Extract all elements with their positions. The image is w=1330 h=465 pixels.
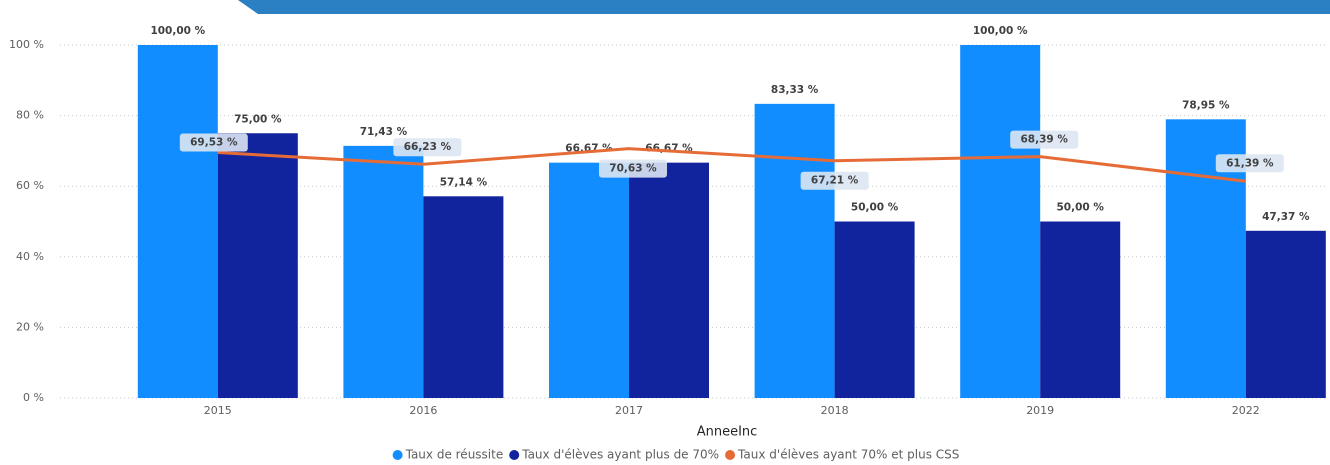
x-tick-label: 2019 <box>1026 404 1054 417</box>
y-tick-label: 60 % <box>16 179 44 192</box>
bar <box>629 162 709 398</box>
data-label: 67,21 % <box>811 175 859 187</box>
data-label: 83,33 % <box>771 84 819 96</box>
y-tick-label: 20 % <box>16 320 44 333</box>
legend-label: Taux d'élèves ayant plus de 70% <box>521 448 719 462</box>
legend: Taux de réussite Taux d'élèves ayant plus… <box>392 448 959 462</box>
bar <box>834 221 915 398</box>
legend-swatch <box>725 450 736 460</box>
data-label: 66,23 % <box>404 141 452 153</box>
bar <box>1040 221 1121 398</box>
data-label: 78,95 % <box>1182 99 1230 111</box>
bar <box>423 196 504 398</box>
data-label-bg <box>599 159 667 178</box>
data-label-bg <box>179 133 248 152</box>
bar <box>549 162 629 398</box>
data-label: 70,63 % <box>609 163 657 175</box>
y-tick-label: 80 % <box>16 109 44 122</box>
bar <box>754 103 835 399</box>
data-label: 50,00 % <box>851 202 899 214</box>
data-label: 50,00 % <box>1057 202 1105 214</box>
data-label: 75,00 % <box>234 113 282 125</box>
data-label-bg <box>800 171 869 190</box>
bar <box>217 133 298 398</box>
data-label: 68,39 % <box>1021 134 1069 146</box>
x-tick-label: 2015 <box>204 404 232 417</box>
x-tick-label: 2016 <box>409 404 437 417</box>
data-label: 100,00 % <box>150 25 205 37</box>
x-tick-label: 2018 <box>821 404 849 417</box>
data-label: 69,53 % <box>190 137 238 149</box>
y-tick-label: 0 % <box>23 391 44 404</box>
x-tick-label: 2017 <box>615 404 643 417</box>
legend-label: Taux de réussite <box>405 448 504 462</box>
data-label-bg <box>1215 154 1284 173</box>
bar <box>1245 230 1326 398</box>
data-label: 57,14 % <box>440 176 488 188</box>
data-label-bg <box>393 138 462 157</box>
data-label: 61,39 % <box>1226 157 1274 169</box>
header-banner <box>238 0 1330 14</box>
legend-swatch <box>392 450 403 460</box>
legend-swatch <box>509 450 520 460</box>
data-label-bg <box>1010 130 1079 149</box>
bar <box>960 45 1041 398</box>
x-tick-label: 2022 <box>1232 404 1260 417</box>
data-label: 71,43 % <box>360 126 408 138</box>
data-label: 100,00 % <box>973 25 1028 37</box>
data-label: 47,37 % <box>1262 211 1310 223</box>
y-tick-label: 40 % <box>16 250 44 263</box>
bar <box>343 145 424 398</box>
x-axis-title: AnneeInc <box>697 425 758 440</box>
y-tick-label: 100 % <box>9 38 44 51</box>
legend-label: Taux d'élèves ayant 70% et plus CSS <box>737 448 959 462</box>
line <box>217 147 1246 183</box>
bar <box>137 45 218 398</box>
